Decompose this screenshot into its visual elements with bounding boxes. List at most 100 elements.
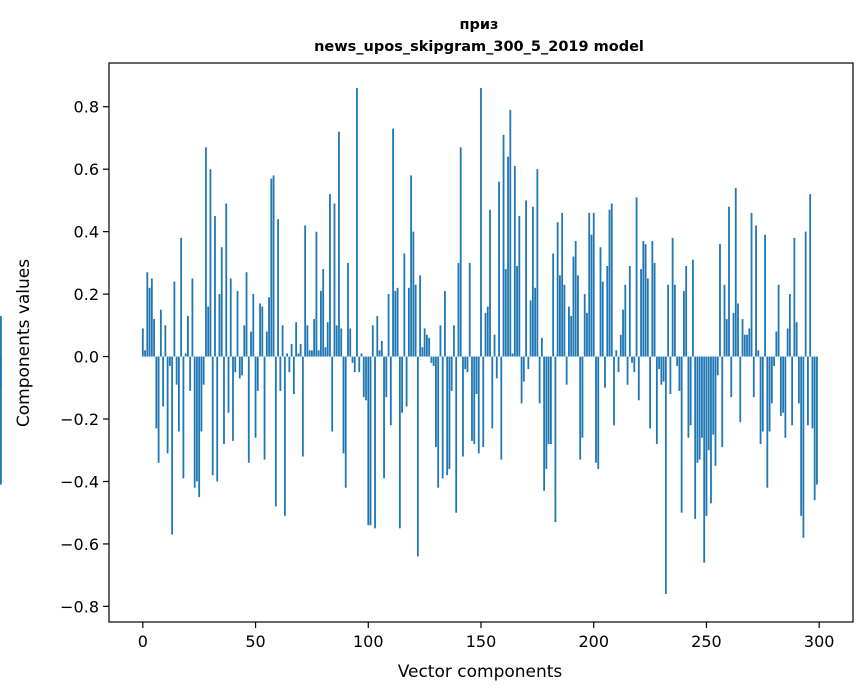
bar — [311, 350, 313, 357]
y-tick-label: −0.2 — [60, 410, 99, 429]
bar — [437, 356, 440, 488]
bar — [540, 337, 543, 357]
bar — [277, 219, 279, 357]
bar — [286, 353, 289, 357]
bar — [660, 356, 663, 385]
bar — [180, 237, 183, 357]
bar — [628, 265, 631, 357]
bar — [292, 356, 295, 395]
bar — [243, 325, 246, 357]
bar — [256, 356, 259, 391]
bar — [236, 290, 239, 357]
bar — [811, 356, 814, 429]
bar — [412, 231, 415, 357]
bar — [220, 247, 223, 357]
bar — [229, 278, 232, 357]
bar — [583, 294, 586, 357]
bar — [0, 315, 2, 357]
bar — [707, 356, 710, 451]
bar — [218, 294, 221, 357]
bar — [802, 356, 805, 538]
bar — [389, 356, 392, 426]
bar — [205, 147, 207, 357]
bar — [617, 356, 620, 373]
bar — [468, 262, 471, 357]
bar — [534, 287, 537, 357]
bar — [340, 328, 343, 357]
bar — [649, 356, 651, 429]
bar — [545, 356, 548, 469]
y-tick-label: 0.4 — [74, 223, 99, 242]
bar — [401, 356, 403, 413]
bar — [462, 356, 464, 457]
bar — [326, 322, 329, 357]
bar — [770, 356, 773, 404]
bar — [732, 312, 735, 357]
bar — [703, 356, 706, 563]
bar — [739, 356, 742, 423]
bar — [207, 306, 210, 357]
bar — [804, 231, 807, 357]
bar — [268, 297, 270, 357]
bar — [813, 356, 816, 501]
bar — [642, 241, 645, 357]
bar — [579, 356, 582, 460]
bar — [441, 356, 444, 479]
bar — [338, 131, 340, 357]
bar — [322, 269, 325, 357]
bar — [712, 356, 715, 435]
plot-frame — [108, 62, 854, 623]
bar — [547, 356, 550, 444]
bar — [367, 356, 370, 526]
bar — [604, 356, 606, 388]
x-axis-label: Vector components — [398, 662, 563, 682]
bar — [234, 356, 237, 373]
bar — [764, 234, 766, 357]
bar — [333, 203, 336, 357]
bar — [786, 328, 789, 357]
bar — [164, 325, 167, 357]
bar — [295, 322, 298, 357]
bar — [144, 350, 146, 357]
chart-title: приз — [460, 17, 499, 33]
bar — [410, 175, 413, 357]
bar — [419, 275, 422, 357]
bar — [597, 356, 600, 469]
bar — [394, 290, 397, 357]
bar — [407, 287, 410, 357]
bar — [556, 222, 559, 357]
bar — [734, 187, 737, 357]
bar — [581, 356, 584, 438]
bar — [554, 356, 557, 523]
bar — [721, 356, 724, 448]
bar — [324, 347, 327, 357]
bar — [696, 356, 699, 463]
bar — [633, 356, 636, 373]
bar — [522, 356, 525, 382]
bar — [453, 325, 455, 357]
bar — [671, 237, 674, 357]
bar — [428, 337, 431, 357]
bar — [387, 294, 390, 357]
bar — [173, 281, 176, 357]
bar — [610, 203, 613, 357]
bar — [376, 315, 379, 357]
bar — [511, 353, 514, 357]
bar — [464, 356, 467, 370]
chart-subtitle: news_upos_skipgram_300_5_2019 model — [314, 39, 644, 55]
bar — [265, 331, 268, 357]
y-tick-label: 0.0 — [74, 348, 99, 367]
bar — [448, 356, 451, 469]
bar — [516, 265, 518, 357]
bar — [658, 356, 661, 370]
bar — [529, 300, 532, 357]
bar — [362, 356, 365, 398]
bar — [619, 334, 622, 357]
bar — [563, 284, 566, 357]
bar — [761, 356, 764, 432]
bar — [502, 134, 505, 357]
x-tick-label: 150 — [466, 632, 497, 651]
bar — [304, 225, 307, 357]
bar — [631, 356, 633, 363]
bar — [816, 356, 818, 485]
